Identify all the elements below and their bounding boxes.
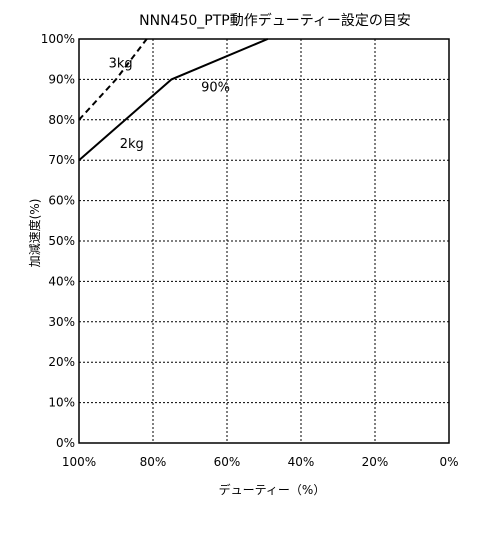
- x-tick-label: 80%: [140, 455, 167, 469]
- y-tick-label: 80%: [48, 113, 75, 127]
- y-tick-label: 30%: [48, 315, 75, 329]
- annotations: 3kg 2kg 90%: [109, 56, 230, 152]
- annotation-label: 90%: [201, 81, 230, 96]
- x-tick-label: 20%: [362, 455, 389, 469]
- grid: [79, 39, 449, 443]
- x-tick-label: 60%: [214, 455, 241, 469]
- y-tick-label: 50%: [48, 234, 75, 248]
- series-line-2kg: [78, 38, 269, 161]
- x-axis-label: デューティー（%）: [219, 482, 326, 497]
- chart-title: NNN450_PTP動作デューティー設定の目安: [139, 12, 411, 29]
- plot-frame: [78, 38, 450, 444]
- x-tick-label: 100%: [62, 455, 96, 469]
- y-tick-label: 100%: [41, 32, 75, 46]
- y-tick-label: 60%: [48, 194, 75, 208]
- x-tick-labels: 100% 80% 60% 40% 20% 0%: [62, 455, 459, 469]
- y-tick-label: 40%: [48, 274, 75, 288]
- y-tick-label: 10%: [48, 396, 75, 410]
- annotation-label: 3kg: [109, 56, 133, 71]
- series-group: [78, 38, 269, 161]
- y-tick-label: 90%: [48, 72, 75, 86]
- x-tick-label: 40%: [288, 455, 315, 469]
- series-line-3kg: [78, 38, 148, 121]
- annotation-label: 2kg: [120, 137, 144, 152]
- y-tick-label: 20%: [48, 355, 75, 369]
- y-tick-label: 0%: [56, 436, 75, 450]
- x-tick-label: 0%: [439, 455, 458, 469]
- y-tick-labels: 0% 10% 20% 30% 40% 50% 60% 70% 80% 90% 100%: [41, 32, 75, 450]
- y-tick-label: 70%: [48, 153, 75, 167]
- y-axis-label: 加減速度(%): [27, 199, 42, 268]
